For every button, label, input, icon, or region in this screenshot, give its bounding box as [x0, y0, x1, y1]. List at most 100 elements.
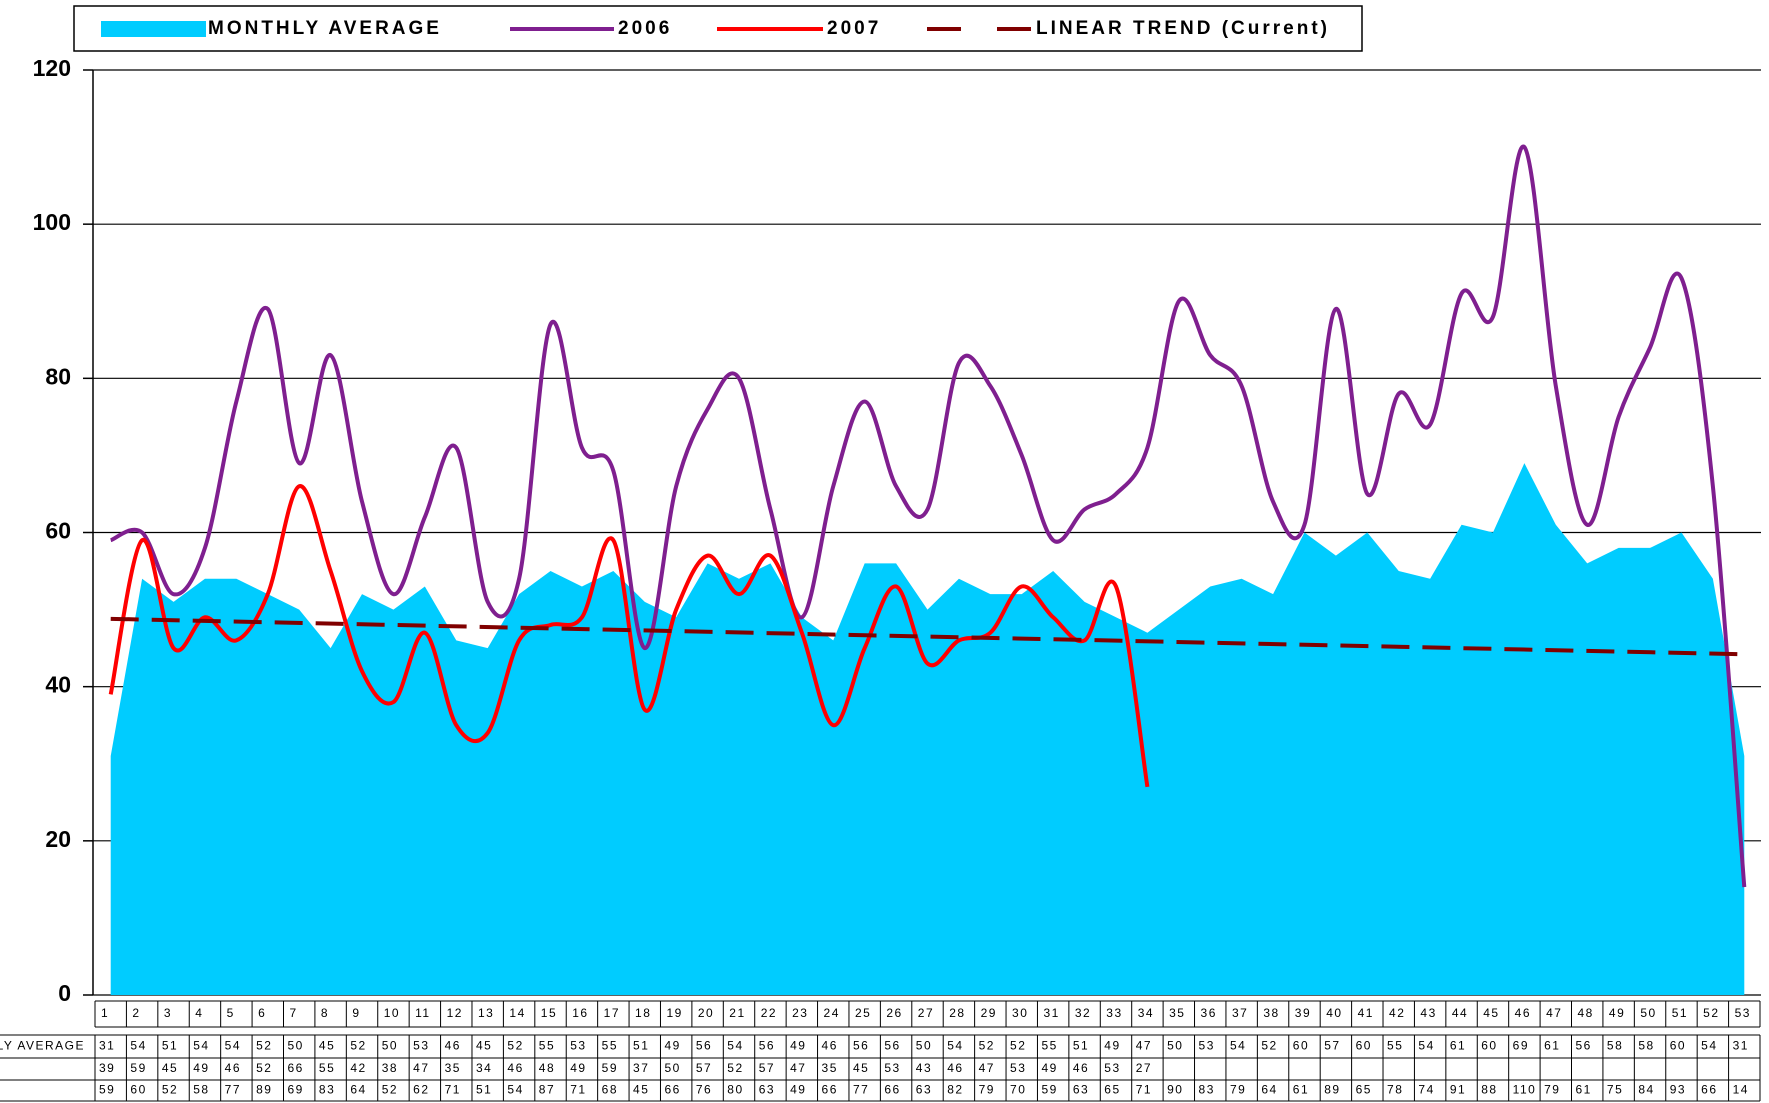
table-cell: 77: [853, 1083, 869, 1097]
table-cell: 35: [822, 1061, 838, 1075]
table-cell: 55: [539, 1039, 555, 1053]
table-cell: 38: [382, 1061, 398, 1075]
table-cell: 51: [1073, 1039, 1089, 1053]
table-cell: 47: [790, 1061, 806, 1075]
table-cell: 47: [1136, 1039, 1152, 1053]
line: [109, 144, 1747, 888]
x-tick-label: 34: [1138, 1006, 1154, 1020]
y-tick-label: 80: [45, 363, 71, 389]
x-tick-label: 12: [447, 1006, 463, 1020]
table-cell: 52: [1010, 1039, 1026, 1053]
table-cell: 31: [1733, 1039, 1749, 1053]
table-cell: 53: [413, 1039, 429, 1053]
table-cell: 54: [1230, 1039, 1246, 1053]
table-cell: 35: [445, 1061, 461, 1075]
table-cell: 70: [1010, 1083, 1026, 1097]
table-cell: 50: [382, 1039, 398, 1053]
y-tick-label: 100: [33, 209, 71, 235]
table-cell: 79: [979, 1083, 995, 1097]
table-cell: 63: [759, 1083, 775, 1097]
x-tick-label: 47: [1546, 1006, 1562, 1020]
table-cell: 56: [853, 1039, 869, 1053]
table-cell: 27: [1136, 1061, 1152, 1075]
table-cell: 78: [1387, 1083, 1403, 1097]
x-tick-label: 14: [509, 1006, 525, 1020]
table-cell: 53: [1199, 1039, 1215, 1053]
table-cell: 48: [539, 1061, 555, 1075]
x-tick-label: 19: [666, 1006, 682, 1020]
x-tick-label: 53: [1735, 1006, 1751, 1020]
table-cell: 59: [602, 1061, 618, 1075]
table-cell: 60: [1356, 1039, 1372, 1053]
data-table: 1 2 3 4 5 6 7 8 9 10 11 12 13 14 15 16 17 18 19 20 21 22 23 24 2…: [0, 1000, 1761, 1102]
x-tick-label: 24: [824, 1006, 840, 1020]
table-cell: 87: [539, 1083, 555, 1097]
table-cell: 54: [727, 1039, 743, 1053]
x-tick-label: 21: [729, 1006, 745, 1020]
table-cell: 93: [1670, 1083, 1686, 1097]
table-cell: 66: [1701, 1083, 1717, 1097]
table-cell: 58: [193, 1083, 209, 1097]
x-tick-label: 18: [635, 1006, 651, 1020]
table-cell: 58: [1607, 1039, 1623, 1053]
table-cell: 54: [193, 1039, 209, 1053]
legend-label: LINEAR TREND (Current): [1036, 18, 1330, 39]
table-cell: 60: [130, 1083, 146, 1097]
table-cell: 49: [1041, 1061, 1057, 1075]
table-cell: 49: [570, 1061, 586, 1075]
table-cell: 34: [476, 1061, 492, 1075]
x-tick-label: 50: [1640, 1006, 1656, 1020]
table-cell: 52: [507, 1039, 523, 1053]
x-tick-label: 41: [1358, 1006, 1374, 1020]
table-cell: 57: [1324, 1039, 1340, 1053]
table-cell: 60: [1293, 1039, 1309, 1053]
table-cell: 57: [696, 1061, 712, 1075]
table-cell: 89: [1324, 1083, 1340, 1097]
x-tick-label: 13: [478, 1006, 494, 1020]
area: [110, 463, 1745, 995]
table-cell: 64: [350, 1083, 366, 1097]
table-cell: 52: [1261, 1039, 1277, 1053]
table-cell: 62: [413, 1083, 429, 1097]
x-tick-label: 32: [1075, 1006, 1091, 1020]
table-cell: 52: [727, 1061, 743, 1075]
table-cell: 84: [1638, 1083, 1654, 1097]
table-cell: 79: [1544, 1083, 1560, 1097]
x-tick-label: 51: [1672, 1006, 1688, 1020]
table-cell: 49: [664, 1039, 680, 1053]
x-tick-label: 8: [321, 1006, 329, 1020]
y-tick-label: 20: [45, 826, 71, 852]
table-cell: 76: [696, 1083, 712, 1097]
table-cell: 55: [319, 1061, 335, 1075]
table-cell: 80: [727, 1083, 743, 1097]
table-cell: 71: [445, 1083, 461, 1097]
table-cell: 45: [319, 1039, 335, 1053]
x-tick-label: 11: [415, 1006, 430, 1020]
x-tick-label: 35: [1169, 1006, 1185, 1020]
table-cell: 53: [1104, 1061, 1120, 1075]
table-cell: 61: [1293, 1083, 1309, 1097]
x-tick-label: 9: [352, 1006, 360, 1020]
table-cell: 66: [287, 1061, 303, 1075]
table-cell: 45: [633, 1083, 649, 1097]
table-cell: 56: [884, 1039, 900, 1053]
table-cell: 58: [1638, 1039, 1654, 1053]
y-tick-label: 60: [45, 518, 71, 544]
table-cell: 56: [759, 1039, 775, 1053]
table-cell: 46: [507, 1061, 523, 1075]
table-cell: 65: [1104, 1083, 1120, 1097]
x-tick-label: 1: [101, 1006, 109, 1020]
table-cell: 74: [1418, 1083, 1434, 1097]
x-tick-label: 42: [1389, 1006, 1405, 1020]
x-tick-label: 39: [1295, 1006, 1311, 1020]
table-cell: 68: [602, 1083, 618, 1097]
x-tick-label: 16: [572, 1006, 588, 1020]
x-tick-label: 15: [541, 1006, 557, 1020]
table-cell: 31: [99, 1039, 115, 1053]
table-cell: 61: [1576, 1083, 1592, 1097]
table-cell: 46: [225, 1061, 241, 1075]
table-cell: 49: [790, 1039, 806, 1053]
x-tick-label: 28: [949, 1006, 965, 1020]
table-cell: 54: [130, 1039, 146, 1053]
